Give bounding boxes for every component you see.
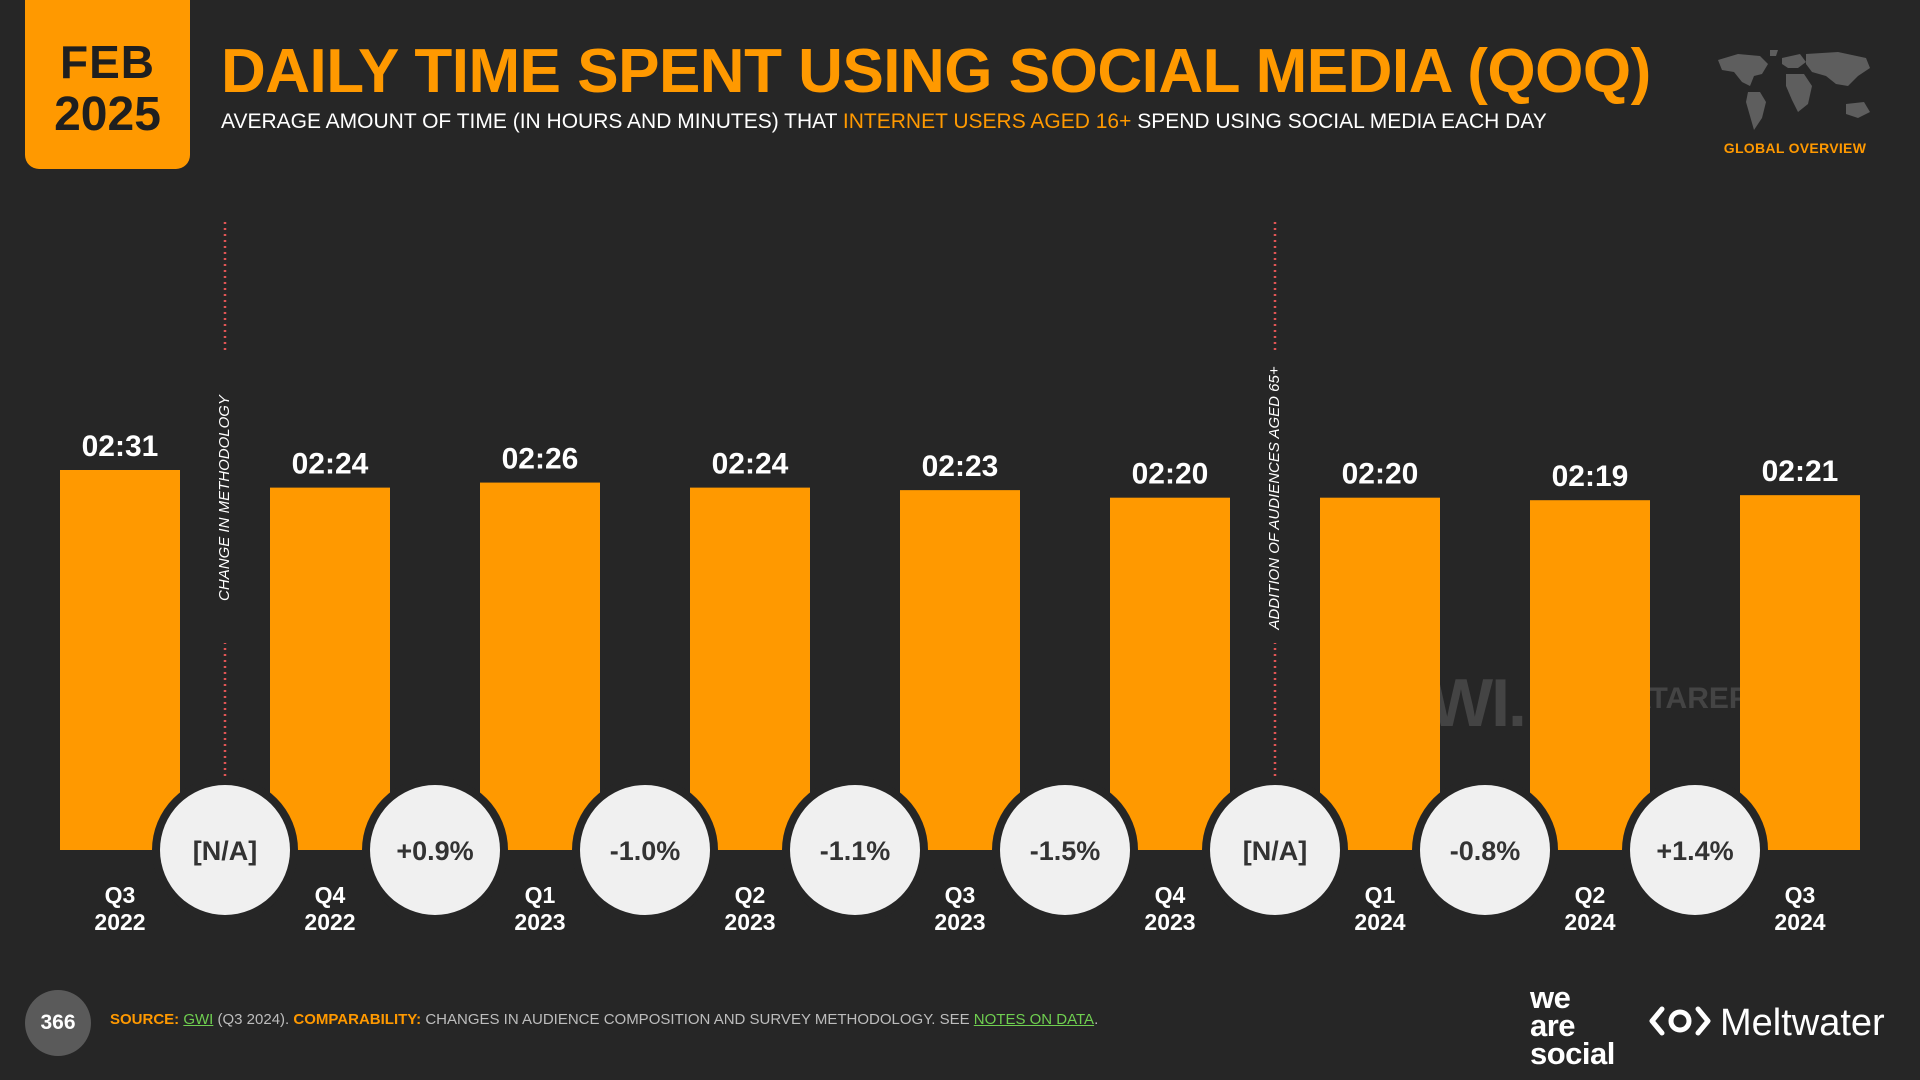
bar [1740,495,1860,850]
bar [900,490,1020,850]
x-tick-label-year: 2024 [1564,909,1615,935]
x-tick-label-quarter: Q3 [1785,882,1816,908]
change-label: +0.9% [396,836,473,866]
x-tick-label-year: 2023 [934,909,985,935]
x-tick-label-year: 2024 [1354,909,1405,935]
change-label: -0.8% [1450,836,1521,866]
x-tick-label-year: 2022 [94,909,145,935]
change-label: -1.0% [610,836,681,866]
was-line-1: we [1530,980,1571,1015]
bar-value-label: 02:20 [1132,458,1209,491]
subtitle-after: SPEND USING SOCIAL MEDIA EACH DAY [1131,110,1547,133]
annotation-label: ADDITION OF AUDIENCES AGED 65+ [1266,366,1283,630]
bar-value-label: 02:21 [1762,455,1839,488]
comparability-text: CHANGES IN AUDIENCE COMPOSITION AND SURV… [421,1011,974,1028]
bar-value-label: 02:20 [1342,458,1419,491]
notes-on-data-link[interactable]: NOTES ON DATA [973,1011,1095,1028]
change-circle [1420,785,1550,915]
x-tick-label-quarter: Q4 [315,882,346,908]
bar-value-label: 02:19 [1552,460,1629,493]
x-tick-label-year: 2023 [1144,909,1195,935]
x-tick-label-quarter: Q3 [105,882,136,908]
x-tick-label-quarter: Q2 [1575,882,1606,908]
x-tick-label-year: 2023 [514,909,565,935]
source-link[interactable]: GWI [183,1011,214,1028]
source-note: SOURCE: GWI (Q3 2024). COMPARABILITY: CH… [110,1011,1098,1028]
bar-value-label: 02:24 [292,448,369,481]
region-label: GLOBAL OVERVIEW [1723,140,1867,156]
source-end: . [1094,1011,1099,1028]
annotation-label: CHANGE IN METHODOLOGY [216,394,233,601]
bar-value-label: 02:31 [82,430,159,463]
x-tick-label-quarter: Q4 [1155,882,1186,908]
x-tick-label-quarter: Q1 [1365,882,1396,908]
bar [270,487,390,850]
change-circle [1000,785,1130,915]
date-badge-year: 2025 [54,87,161,141]
change-circle [1630,785,1760,915]
meltwater-logo: Meltwater [1720,1002,1885,1044]
annotation-label-backdrop [1263,353,1287,643]
change-circle [580,785,710,915]
source-label: SOURCE: [110,1011,180,1028]
bar [1530,500,1650,850]
bar [1110,497,1230,850]
change-label: -1.1% [820,836,891,866]
page-title: DAILY TIME SPENT USING SOCIAL MEDIA (QOQ… [221,37,1651,106]
bar [690,487,810,850]
source-rest: (Q3 2024). [213,1011,294,1028]
bar [60,470,180,850]
x-tick-label-quarter: Q3 [945,882,976,908]
bar-chart: 02:31Q3202202:24Q4202202:26Q1202302:24Q2… [60,222,1860,935]
bar-value-label: 02:26 [502,443,579,476]
was-line-3: social [1530,1035,1615,1071]
annotation-label-backdrop [213,353,237,643]
we-are-social-logo: we are social [1530,980,1615,1071]
change-circle [160,785,290,915]
change-label: [N/A] [193,836,257,866]
change-circle [370,785,500,915]
page-subtitle: AVERAGE AMOUNT OF TIME (IN HOURS AND MIN… [221,110,1547,134]
was-line-2: are [1530,1007,1576,1043]
change-label: [N/A] [1243,836,1307,866]
bar [1320,497,1440,850]
change-circle [790,785,920,915]
x-tick-label-year: 2024 [1774,909,1825,935]
x-tick-label-quarter: Q2 [735,882,766,908]
x-tick-label-year: 2023 [724,909,775,935]
bar-value-label: 02:24 [712,448,789,481]
x-tick-label-year: 2022 [304,909,355,935]
page-number: 366 [25,990,91,1056]
subtitle-before: AVERAGE AMOUNT OF TIME (IN HOURS AND MIN… [221,110,843,133]
bar [480,482,600,850]
comparability-label: COMPARABILITY: [293,1011,422,1028]
x-tick-label-quarter: Q1 [525,882,556,908]
change-circle [1210,785,1340,915]
change-label: +1.4% [1656,836,1733,866]
subtitle-highlight: INTERNET USERS AGED 16+ [842,110,1132,133]
change-label: -1.5% [1030,836,1101,866]
world-map-icon [1718,50,1870,130]
meltwater-icon [1649,1006,1711,1036]
bar-value-label: 02:23 [922,450,999,483]
date-badge-month: FEB [60,35,155,88]
date-badge: FEB 2025 [25,0,190,169]
